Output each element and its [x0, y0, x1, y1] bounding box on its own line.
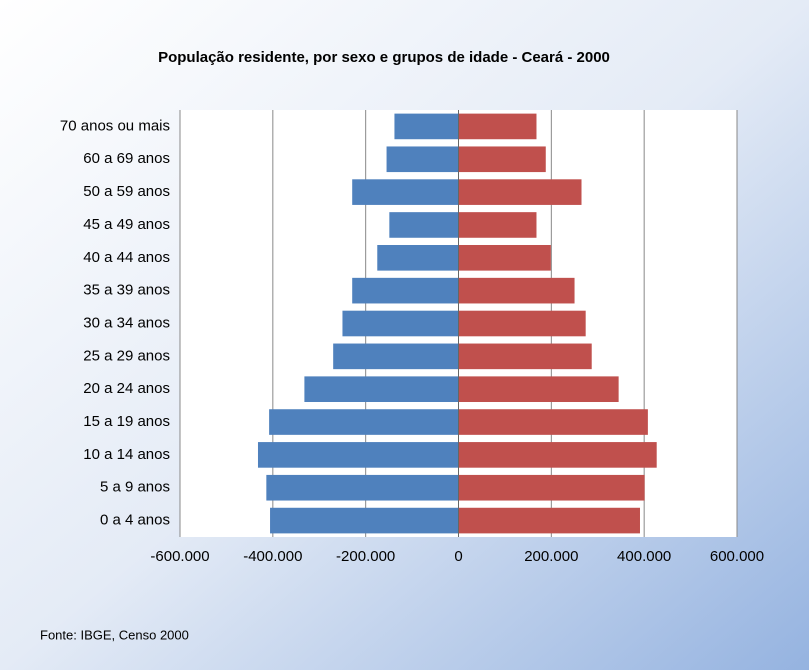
x-tick-label: 400.000 [617, 548, 671, 565]
y-tick-label: 50 a 59 anos [83, 183, 170, 200]
bar [257, 442, 459, 468]
y-tick-label: 45 a 49 anos [83, 216, 170, 233]
bar [458, 310, 586, 337]
y-tick-label: 5 a 9 anos [100, 479, 170, 496]
bar [458, 113, 537, 140]
bar [386, 146, 459, 173]
bar [458, 179, 582, 205]
bar [352, 179, 459, 205]
y-tick-label: 70 anos ou mais [60, 117, 170, 134]
x-tick-label: -400.000 [243, 548, 302, 565]
x-tick-label: 0 [454, 548, 462, 565]
y-tick-label: 40 a 44 anos [83, 249, 170, 266]
y-tick-label: 30 a 34 anos [83, 314, 170, 331]
bar [458, 442, 657, 468]
bar [458, 277, 575, 304]
chart-title: População residente, por sexo e grupos d… [158, 49, 610, 66]
y-tick-label: 10 a 14 anos [83, 446, 170, 463]
bar [269, 409, 459, 435]
y-tick-label: 20 a 24 anos [83, 380, 170, 397]
bar [458, 212, 537, 238]
x-tick-label: 200.000 [524, 548, 578, 565]
bar [458, 507, 640, 534]
bar [458, 343, 592, 370]
source-note: Fonte: IBGE, Censo 2000 [40, 627, 189, 642]
x-tick-label: -600.000 [150, 548, 209, 565]
bar [458, 409, 648, 435]
x-tick-label: 600.000 [710, 548, 764, 565]
bar [377, 244, 459, 271]
y-tick-label: 60 a 69 anos [83, 150, 170, 167]
bar [458, 146, 546, 173]
bar [304, 376, 459, 403]
bar [270, 507, 459, 534]
y-tick-label: 0 a 4 anos [100, 512, 170, 529]
bar [389, 212, 459, 238]
x-tick-label: -200.000 [336, 548, 395, 565]
y-tick-label: 15 a 19 anos [83, 413, 170, 430]
bar [266, 474, 459, 501]
y-tick-label: 35 a 39 anos [83, 282, 170, 299]
bar [342, 310, 459, 337]
bar [458, 376, 619, 403]
bar [458, 244, 551, 271]
bar [333, 343, 459, 370]
y-tick-label: 25 a 29 anos [83, 347, 170, 364]
bar [352, 277, 459, 304]
bar [458, 474, 645, 501]
bar [394, 113, 459, 140]
